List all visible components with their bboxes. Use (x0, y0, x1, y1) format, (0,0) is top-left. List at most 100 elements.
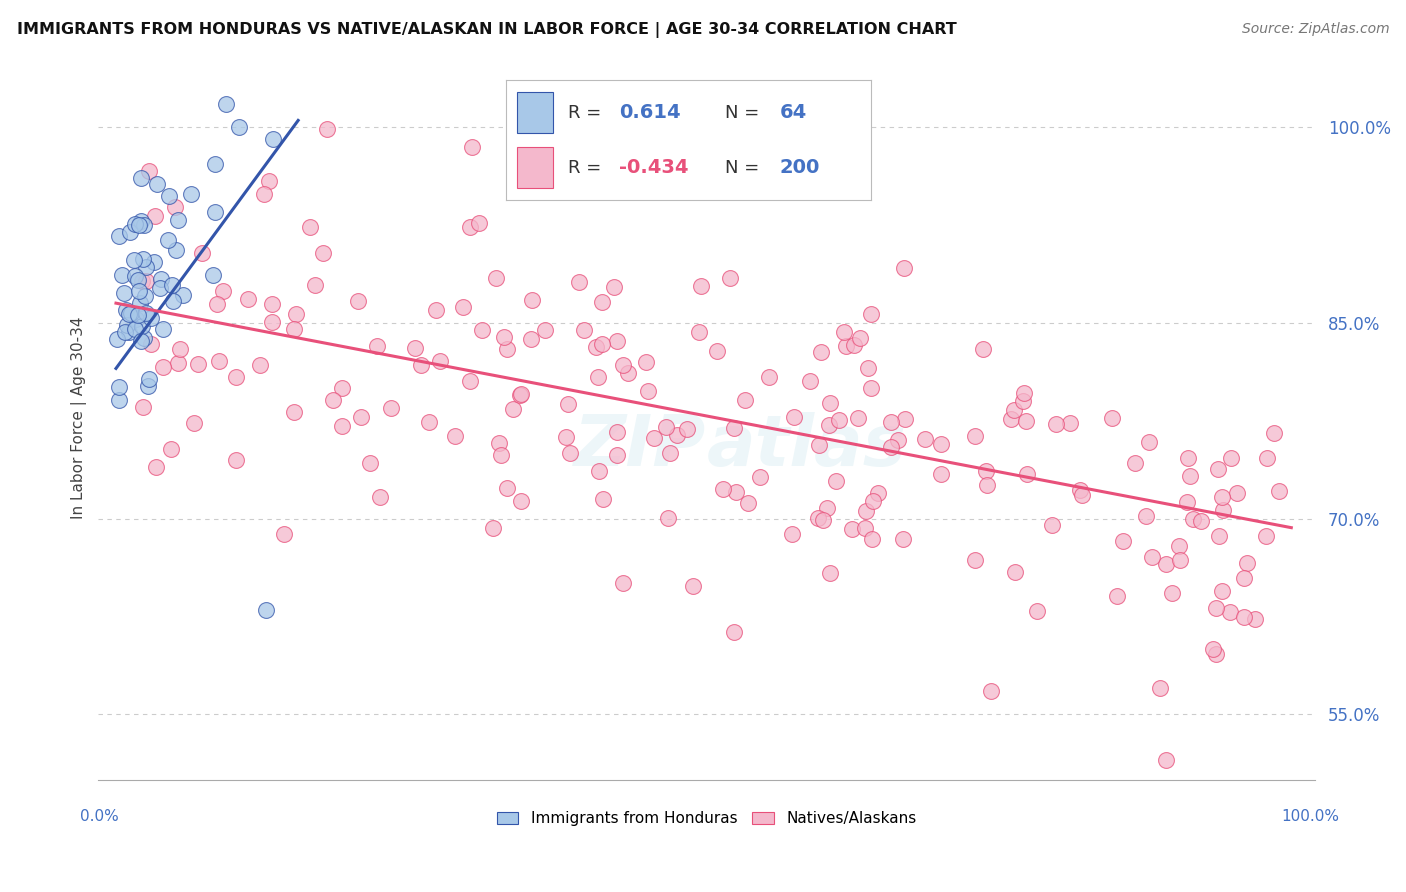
Point (146, 178, 169, 192)
Point (894, 412, 917, 426)
Point (143, 209, 166, 223)
Point (706, 343, 728, 358)
Point (980, 684, 1002, 698)
Point (1263, 425, 1285, 440)
Point (228, 120, 250, 134)
Point (131, 252, 153, 266)
Point (868, 486, 890, 500)
Point (461, 140, 484, 154)
Point (135, 274, 157, 288)
Point (1167, 540, 1189, 554)
Point (880, 440, 903, 454)
Point (135, 305, 157, 319)
Point (1154, 753, 1177, 767)
Point (1101, 411, 1123, 425)
Point (359, 457, 381, 471)
Point (283, 321, 305, 335)
Point (316, 121, 339, 136)
Point (1205, 647, 1227, 661)
Point (974, 464, 997, 478)
Point (643, 431, 665, 445)
Point (834, 325, 856, 339)
Point (409, 358, 432, 372)
Point (172, 288, 194, 302)
Point (1254, 529, 1277, 543)
Point (734, 392, 756, 407)
Point (132, 218, 155, 232)
Point (458, 375, 481, 389)
Point (1160, 586, 1182, 600)
Point (114, 326, 136, 340)
Point (1015, 414, 1038, 428)
Point (183, 416, 205, 430)
Point (129, 334, 152, 348)
Point (111, 268, 134, 282)
Point (115, 318, 138, 332)
Point (807, 511, 830, 525)
Point (138, 164, 160, 178)
Point (127, 272, 149, 286)
Point (856, 360, 879, 375)
Point (1256, 451, 1278, 466)
Point (225, 453, 247, 467)
Point (496, 343, 519, 357)
Legend: Immigrants from Honduras, Natives/Alaskans: Immigrants from Honduras, Natives/Alaska… (496, 812, 917, 826)
Point (330, 419, 353, 434)
Point (606, 449, 628, 463)
Point (634, 355, 657, 369)
Point (860, 307, 883, 321)
Point (929, 436, 952, 450)
Point (118, 308, 141, 322)
Point (451, 300, 474, 314)
Point (1220, 450, 1243, 465)
Point (1202, 642, 1225, 657)
Point (591, 294, 613, 309)
Point (471, 323, 494, 337)
Point (163, 200, 186, 214)
Point (108, 392, 131, 407)
Point (118, 325, 141, 339)
Point (489, 448, 512, 462)
Point (533, 323, 555, 337)
Point (748, 470, 770, 484)
Point (150, 272, 173, 286)
Point (118, 226, 141, 240)
Point (1015, 467, 1038, 482)
Point (135, 260, 157, 274)
Point (1059, 416, 1081, 430)
Point (617, 366, 640, 380)
Point (205, 297, 228, 311)
Point (134, 331, 156, 345)
Point (1040, 518, 1063, 533)
Point (592, 491, 614, 506)
Point (1000, 411, 1022, 425)
Point (568, 275, 591, 289)
Text: ZIP: ZIP (574, 412, 707, 481)
Point (157, 233, 180, 247)
Point (783, 409, 806, 424)
Point (141, 337, 163, 351)
Point (1212, 503, 1234, 517)
Point (846, 410, 869, 425)
Point (665, 428, 688, 442)
Text: 100.0%: 100.0% (1281, 808, 1339, 823)
Point (167, 213, 190, 227)
Point (112, 285, 135, 300)
Point (208, 353, 231, 368)
Point (1236, 556, 1258, 570)
Point (124, 321, 146, 335)
Point (1233, 609, 1256, 624)
Point (637, 384, 659, 398)
Point (298, 219, 321, 234)
Point (204, 156, 226, 170)
Point (929, 467, 952, 482)
Point (780, 527, 803, 541)
Point (125, 311, 148, 326)
Point (225, 370, 247, 384)
Point (1211, 491, 1233, 505)
Point (1004, 565, 1026, 579)
Point (444, 428, 467, 442)
Point (425, 303, 447, 318)
Point (107, 380, 129, 394)
Point (509, 388, 531, 402)
